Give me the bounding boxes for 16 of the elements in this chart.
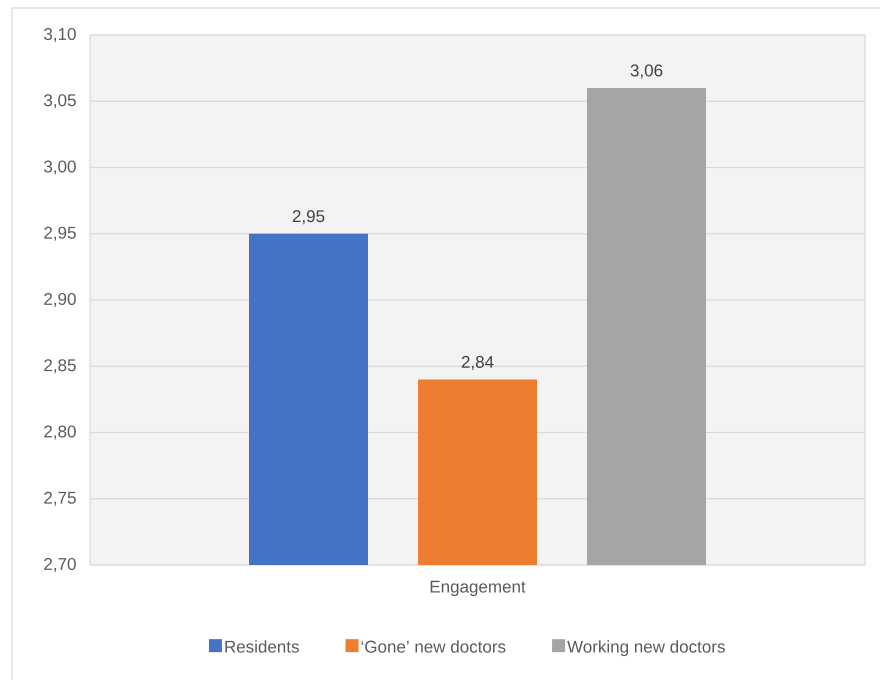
- y-tick-label: 2,70: [44, 558, 76, 572]
- x-tick-label: Engagement: [430, 580, 526, 596]
- y-tick-label: 2,85: [44, 359, 76, 374]
- legend-label: Working new doctors: [567, 640, 725, 656]
- y-tick-label: 3,05: [44, 94, 76, 108]
- data-label: 3,06: [630, 64, 662, 78]
- y-tick-label: 3,00: [44, 160, 76, 175]
- y-tick-label: 2,75: [44, 492, 76, 506]
- data-label: 2,95: [292, 210, 324, 224]
- y-tick-label: 2,80: [44, 425, 76, 440]
- y-tick-label: 2,90: [44, 292, 76, 308]
- y-tick-label: 3,10: [44, 28, 76, 42]
- legend-label: ‘Gone’ new doctors: [362, 640, 506, 653]
- legend-label: Residents: [225, 640, 299, 653]
- data-label: 2,84: [462, 356, 494, 370]
- y-tick-label: 2,95: [44, 226, 76, 241]
